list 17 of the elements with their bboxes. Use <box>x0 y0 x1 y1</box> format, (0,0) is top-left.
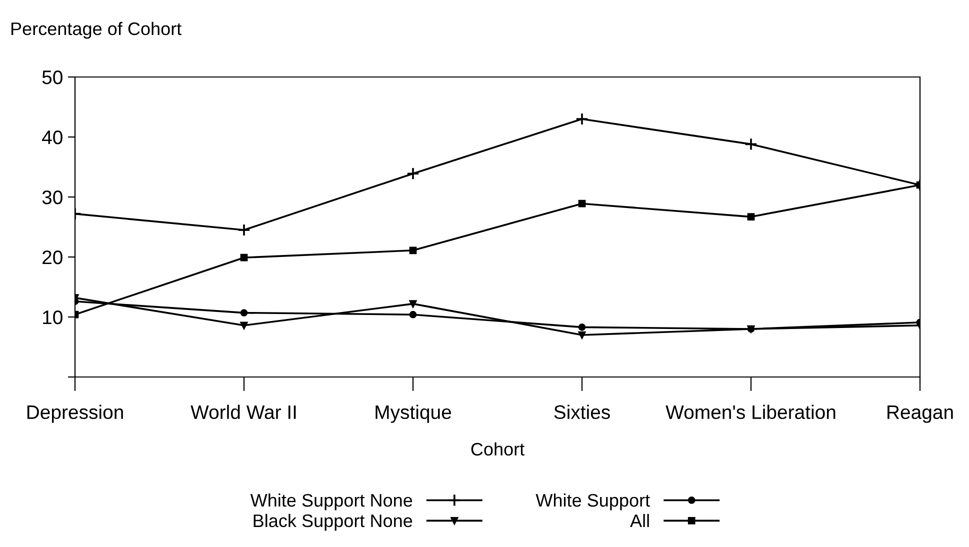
legend-label: Black Support None <box>254 514 412 531</box>
y-tick-label: 20 <box>42 250 62 264</box>
x-axis-title: Cohort <box>471 442 524 456</box>
legend-label: White Support None <box>250 493 412 510</box>
x-tick-label: Mystique <box>376 404 452 423</box>
x-tick-label: Reagan <box>888 405 953 423</box>
y-tick-label: 40 <box>42 130 62 144</box>
y-tick-label: 30 <box>42 190 62 204</box>
y-tick-label: 50 <box>42 70 62 84</box>
x-tick-label: Depression <box>27 404 123 423</box>
legend-label: White Support <box>536 493 650 510</box>
legend-label: All <box>630 514 649 528</box>
y-axis-title: Percentage of Cohort <box>11 22 182 39</box>
x-tick-label: World War II <box>190 404 296 420</box>
x-tick-label: Women's Liberation <box>666 404 836 420</box>
x-tick-label: Sixties <box>554 404 610 420</box>
y-tick-label: 10 <box>43 310 62 324</box>
